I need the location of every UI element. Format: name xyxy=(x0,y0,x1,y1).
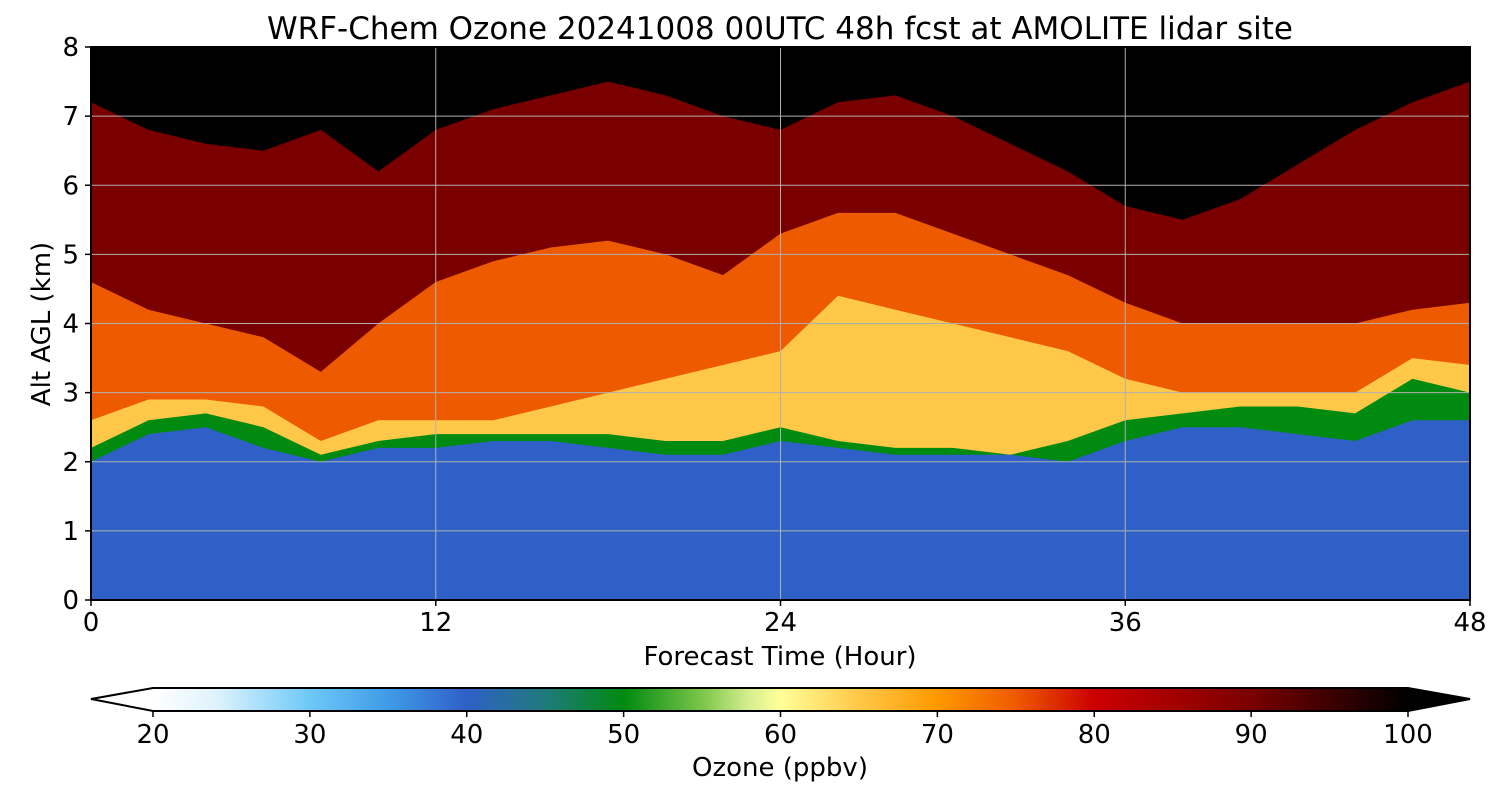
colorbar-tick-label: 90 xyxy=(1235,720,1268,750)
colorbar-tick-label: 40 xyxy=(450,720,483,750)
colorbar-label: Ozone (ppbv) xyxy=(692,753,868,783)
chart-title: WRF-Chem Ozone 20241008 00UTC 48h fcst a… xyxy=(267,11,1293,47)
colorbar-tick-label: 80 xyxy=(1078,720,1111,750)
y-tick-label: 0 xyxy=(62,586,79,616)
colorbar: 20 30 40 50 60 70 80 90 100 Ozone (ppbv) xyxy=(90,687,1471,783)
colorbar-tick-label: 20 xyxy=(136,720,169,750)
y-tick-label: 7 xyxy=(62,102,79,132)
x-tick-label: 24 xyxy=(764,608,797,638)
x-tick-label: 36 xyxy=(1109,608,1142,638)
colorbar-tick-label: 30 xyxy=(293,720,326,750)
y-axis-label: Alt AGL (km) xyxy=(27,242,57,406)
y-tick-label: 4 xyxy=(62,310,79,340)
x-tick-label: 12 xyxy=(419,608,452,638)
colorbar-tick-label: 70 xyxy=(921,720,954,750)
y-tick-label: 6 xyxy=(62,171,79,201)
y-tick-label: 8 xyxy=(62,33,79,63)
y-tick-label: 1 xyxy=(62,517,79,547)
y-tick-label: 2 xyxy=(62,448,79,478)
colorbar-ticks: 20 30 40 50 60 70 80 90 100 xyxy=(136,711,1433,750)
x-tick-label: 48 xyxy=(1453,608,1486,638)
x-tick-label: 0 xyxy=(83,608,100,638)
plot-grid xyxy=(91,47,1470,600)
colorbar-body xyxy=(153,688,1408,711)
colorbar-tick-label: 50 xyxy=(607,720,640,750)
y-axis-ticks: 0 1 2 3 4 5 6 7 8 xyxy=(62,33,91,616)
colorbar-tick-label: 100 xyxy=(1383,720,1433,750)
x-axis-ticks: 0 12 24 36 48 xyxy=(83,600,1487,638)
colorbar-max-extension xyxy=(1408,688,1470,711)
x-axis-label: Forecast Time (Hour) xyxy=(643,642,916,672)
y-tick-label: 3 xyxy=(62,379,79,409)
colorbar-min-extension xyxy=(91,688,153,711)
colorbar-tick-label: 60 xyxy=(764,720,797,750)
y-tick-label: 5 xyxy=(62,240,79,270)
